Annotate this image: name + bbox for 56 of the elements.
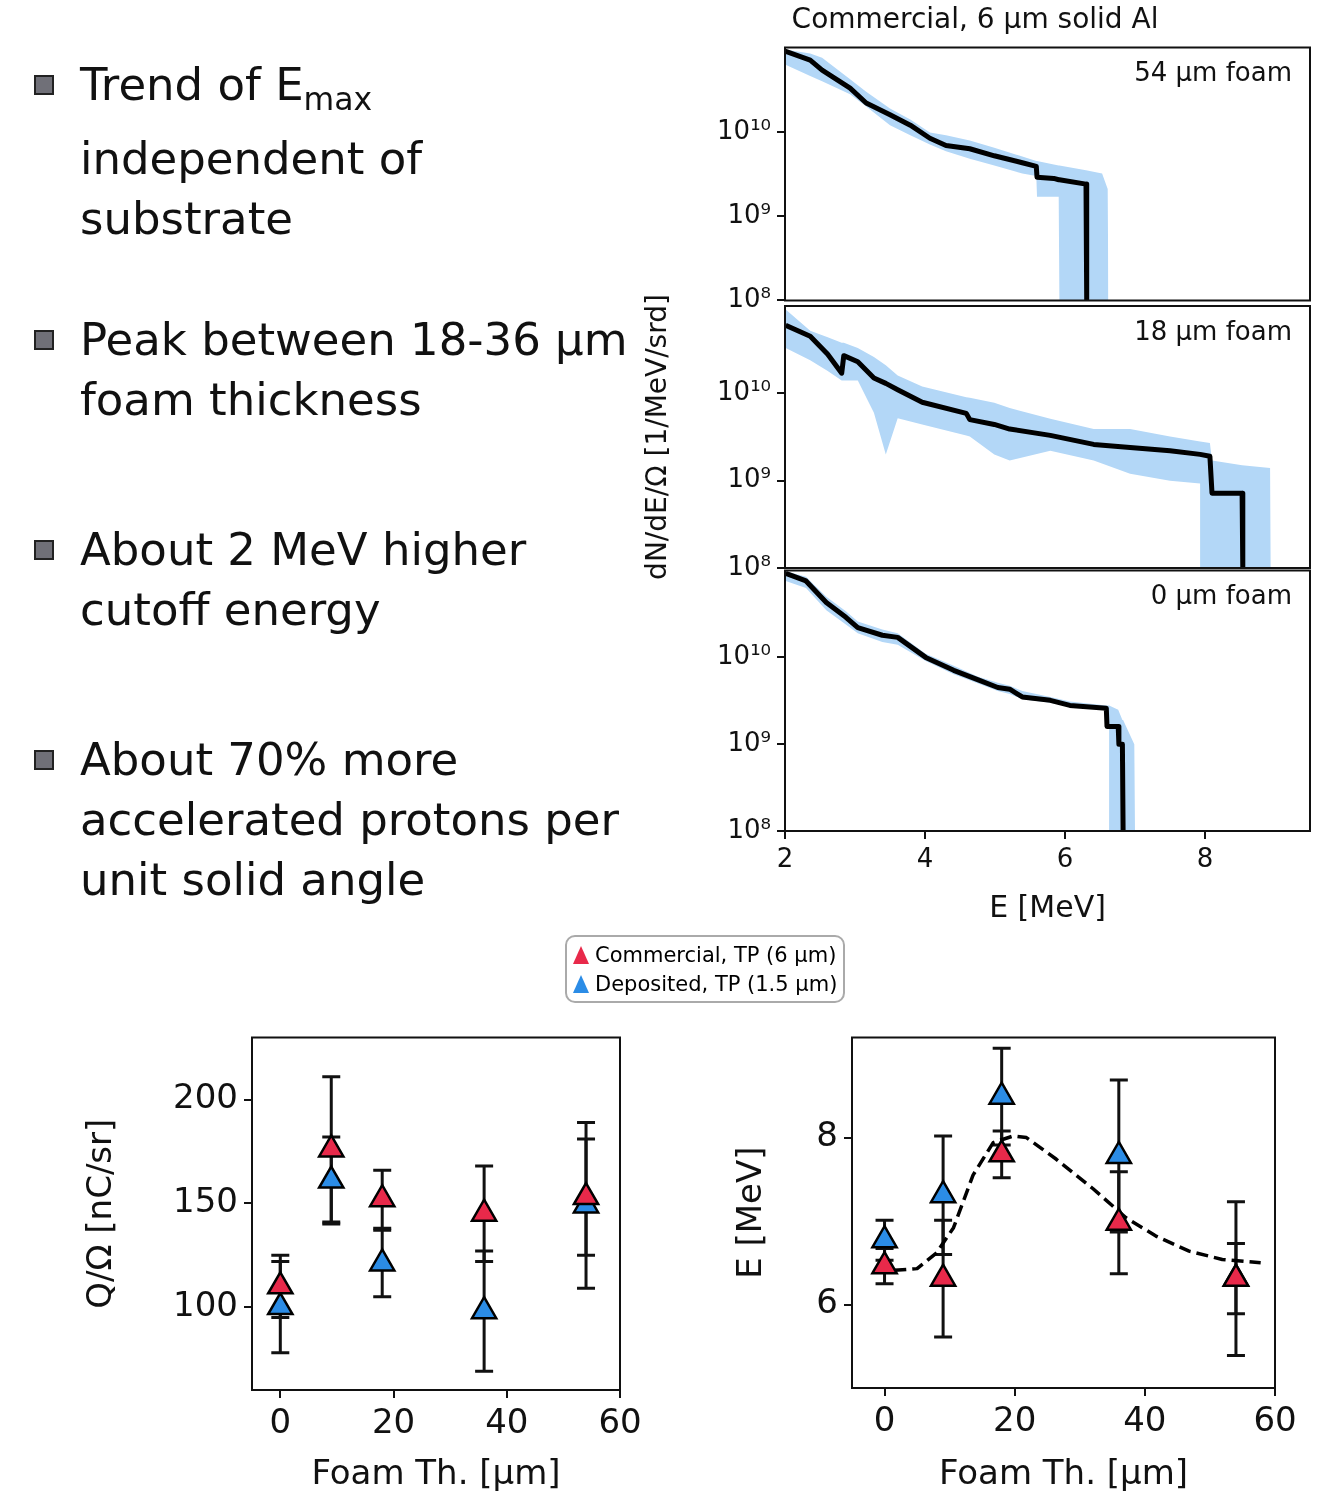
point <box>1105 1140 1133 1165</box>
y-tick-label: 10⁹ <box>727 463 771 494</box>
point <box>572 1181 600 1206</box>
y-tick-label: 10⁸ <box>727 550 771 581</box>
legend-label: Deposited, TP (1.5 µm) <box>595 971 838 996</box>
x-axis-title: Foam Th. [μm] <box>311 1452 561 1493</box>
x-tick-label: 40 <box>1123 1399 1167 1440</box>
chart-title: Commercial, 6 µm solid Al <box>791 2 1159 36</box>
point <box>988 1081 1016 1105</box>
text: Peak between 18-36 µm foam thickness <box>80 313 628 426</box>
x-tick-label: 60 <box>1253 1399 1297 1440</box>
point <box>368 1183 396 1208</box>
legend-label: Commercial, TP (6 µm) <box>595 942 837 967</box>
y-tick-label: 150 <box>173 1180 238 1221</box>
y-axis-title: E [MeV] <box>729 1146 770 1279</box>
y-tick-label: 10⁸ <box>727 813 771 844</box>
x-axis-title: E [MeV] <box>989 888 1106 924</box>
point <box>929 1263 957 1287</box>
x-tick-label: 0 <box>873 1399 896 1440</box>
annotation: 18 µm foam <box>1134 315 1292 346</box>
y-tick-label: 10¹⁰ <box>717 376 771 407</box>
y-axis-title: dN/dE/Ω [1/MeV/srd] <box>640 294 674 580</box>
x-axis-title: Foam Th. [μm] <box>938 1452 1189 1493</box>
point <box>470 1198 498 1222</box>
point <box>266 1271 294 1295</box>
x-tick-label: 8 <box>1196 843 1214 874</box>
y-tick-label: 10¹⁰ <box>717 640 771 671</box>
point <box>988 1139 1016 1163</box>
text: About 2 MeV higher cutoff energy <box>80 523 527 636</box>
point <box>871 1250 898 1275</box>
annotation: 54 µm foam <box>1134 57 1292 88</box>
x-tick-label: 4 <box>916 843 934 874</box>
y-axis-title: Q/Ω [nC/sr] <box>79 1118 120 1309</box>
y-tick-label: 200 <box>173 1076 238 1117</box>
y-tick-label: 10⁹ <box>727 726 771 757</box>
point <box>317 1134 345 1158</box>
y-tick-label: 100 <box>173 1283 238 1324</box>
point <box>1105 1207 1133 1231</box>
point <box>871 1225 898 1249</box>
x-tick-label: 40 <box>485 1401 529 1442</box>
point <box>368 1248 396 1272</box>
x-tick-label: 20 <box>371 1401 416 1442</box>
x-tick-label: 2 <box>776 843 794 874</box>
point <box>470 1295 498 1320</box>
x-tick-label: 20 <box>993 1399 1037 1440</box>
y-tick-label: 10⁸ <box>727 283 771 314</box>
x-tick-label: 0 <box>269 1401 292 1442</box>
text: About 70% more accelerated protons per unit solid angle <box>80 733 620 906</box>
point <box>317 1165 345 1189</box>
x-tick-label: 60 <box>598 1401 642 1442</box>
text: Trend of E$_{max}$ independent of substrate <box>80 58 423 245</box>
annotation: 0 µm foam <box>1150 580 1292 611</box>
y-tick-label: 10¹⁰ <box>717 114 771 145</box>
y-tick-label: 10⁹ <box>727 198 771 229</box>
point <box>929 1179 957 1204</box>
x-tick-label: 6 <box>1056 843 1074 874</box>
